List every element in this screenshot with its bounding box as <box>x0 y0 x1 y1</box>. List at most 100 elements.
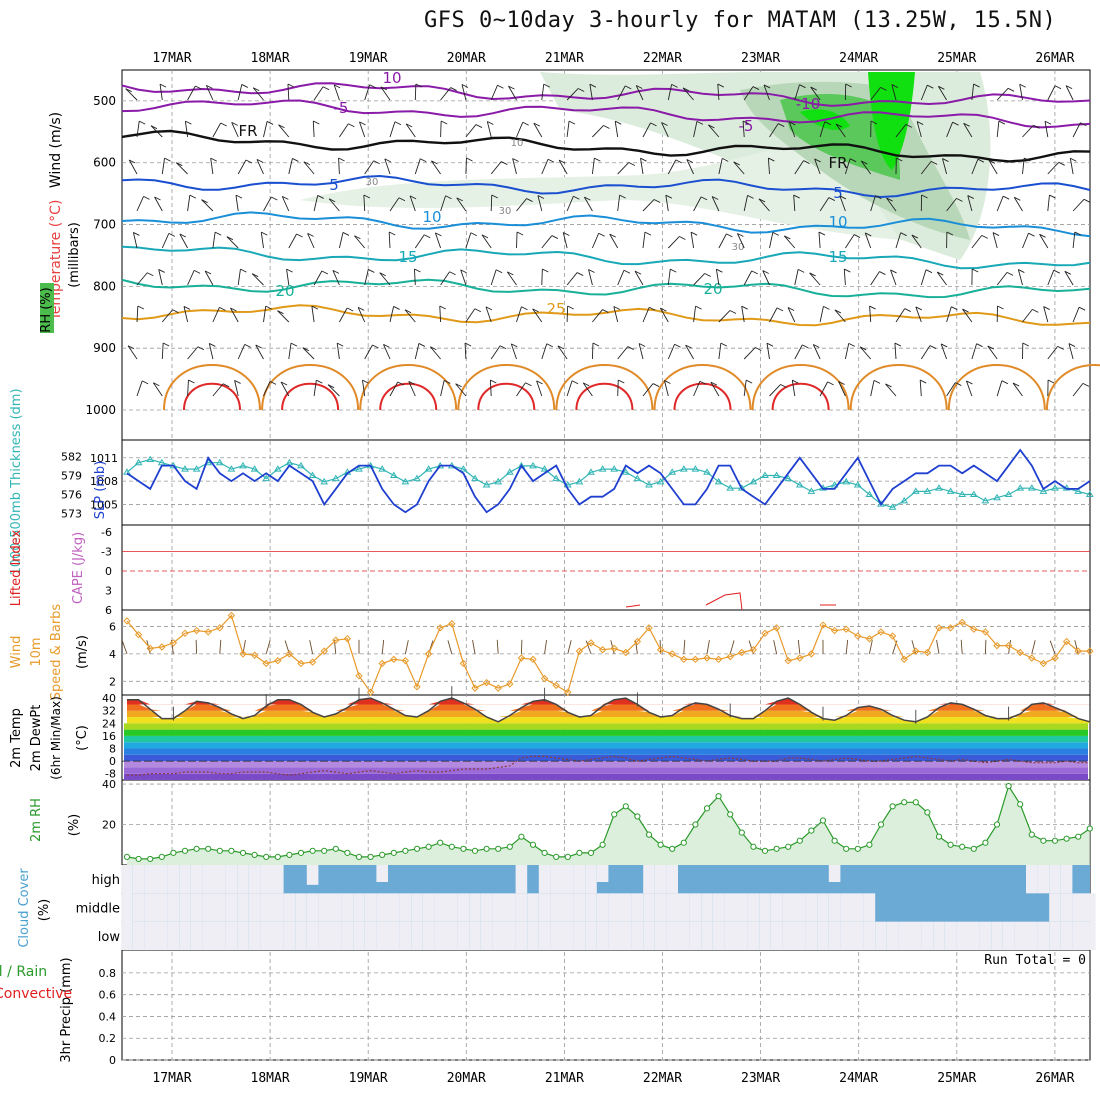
cloud-clear-cell <box>666 921 678 950</box>
wind-barb-flag <box>627 346 634 350</box>
wind-barb <box>161 342 164 360</box>
wind-barb-flag <box>189 194 197 199</box>
cloud-clear-cell <box>422 921 435 950</box>
wind-barb <box>835 123 846 138</box>
rh-point <box>390 849 397 856</box>
wind-barb <box>136 196 144 212</box>
wind-barb-flag <box>614 120 622 125</box>
wind-barb-flag <box>758 198 766 203</box>
wind-barb-flag <box>793 194 800 199</box>
wind-barb-flag <box>501 161 508 165</box>
cloud-clear-cell <box>132 921 145 950</box>
wind-barb <box>667 159 677 175</box>
panel-frame-cape-li <box>121 524 1091 611</box>
wind-barb <box>920 161 932 175</box>
wind-speed-point <box>807 650 816 658</box>
thickness-point <box>494 477 503 485</box>
thickness-point <box>273 465 282 472</box>
wind-barb <box>769 384 781 397</box>
wind-barb <box>769 232 774 249</box>
wind-barb <box>617 195 621 212</box>
wind-barb-flag <box>507 271 514 276</box>
wind-speed-point <box>587 639 595 647</box>
wind-barb-flag <box>485 306 493 311</box>
wind-barb-flag <box>778 123 785 127</box>
wind-barb <box>205 85 214 101</box>
wind-barb-flag <box>708 124 715 129</box>
wind-barb-flag <box>661 122 668 126</box>
wind-barb-flag <box>848 342 855 347</box>
thickness-point <box>529 461 537 469</box>
cloud-clear-cell <box>527 893 539 922</box>
rh-area <box>127 786 1090 865</box>
wind-barb-flag <box>357 306 365 311</box>
cloud-clear-cell <box>318 921 330 950</box>
pressure-tick-label: 700 <box>93 218 116 232</box>
wind-barb <box>486 121 492 138</box>
thickness-point <box>656 477 665 485</box>
wind-barb <box>1047 269 1055 286</box>
wind-barb-flag <box>363 194 371 199</box>
wind-barb <box>286 269 290 286</box>
wind-barb <box>201 199 214 212</box>
cloud-clear-cell <box>190 865 203 894</box>
wind-barb-flag <box>905 123 913 128</box>
wind-barb-flag <box>772 231 780 236</box>
thickness-point <box>935 484 943 491</box>
wind-barb-flag <box>1044 120 1052 125</box>
wind-barb <box>485 306 492 323</box>
rh-point <box>471 847 479 854</box>
wind-barb <box>379 272 391 286</box>
wind-barb-flag <box>495 269 503 274</box>
wind-barb-flag <box>1080 122 1087 127</box>
thickness-point <box>378 465 387 472</box>
wind-barb-flag <box>900 232 907 237</box>
thickness-point <box>389 471 398 478</box>
wind-barb-flag <box>461 84 469 88</box>
wind-barb-flag <box>940 343 948 348</box>
cloud-clear-cell <box>248 893 261 922</box>
wind-barb <box>788 121 796 138</box>
cloud-clear-cell <box>306 921 319 950</box>
wind-barb-flag <box>1007 87 1015 92</box>
cloud-clear-cell <box>538 893 551 922</box>
thickness-point <box>761 471 769 478</box>
cloud-clear-cell <box>875 921 887 950</box>
thickness-point <box>482 481 491 488</box>
wind-speed-point <box>297 659 305 668</box>
wind-barb <box>327 384 340 397</box>
date-label-top: 25MAR <box>937 51 976 66</box>
thickness-point <box>1027 484 1036 491</box>
wind-barb <box>252 87 264 101</box>
wind-barb-flag <box>1070 157 1077 162</box>
wind-barb-flag <box>700 196 708 201</box>
wind-barb-flag <box>475 124 483 128</box>
wind-barb-flag <box>1023 157 1031 162</box>
wind-barb <box>894 343 897 360</box>
wind-barb <box>313 380 317 397</box>
wind-barb-flag <box>393 306 400 310</box>
wind-speed-point <box>274 657 282 665</box>
thickness-point <box>633 474 642 482</box>
wind-barb-flag <box>853 234 861 238</box>
wind-speed-point <box>610 644 618 653</box>
wind-barb <box>364 269 369 286</box>
wind-barb <box>312 120 315 138</box>
wind-barb-flag <box>380 86 388 91</box>
wind-barb <box>762 270 770 286</box>
wind-barb-flag <box>440 120 448 125</box>
wind-barb-flag <box>576 272 584 276</box>
wind-barb-flag <box>1018 269 1025 273</box>
wind-speed-point <box>772 624 781 632</box>
wind-barb-flag <box>652 383 660 387</box>
wind-barb <box>328 198 340 212</box>
wind-barb-flag <box>963 122 970 127</box>
wind-barb <box>440 271 450 286</box>
wind-barb-flag <box>1053 269 1060 274</box>
wind-barb-flag <box>911 234 919 239</box>
wind-barb <box>763 84 770 101</box>
wind-barb-flag <box>981 234 988 239</box>
rh-point <box>413 845 421 852</box>
rh-point <box>181 847 189 854</box>
wind-barb-flag <box>729 310 737 314</box>
